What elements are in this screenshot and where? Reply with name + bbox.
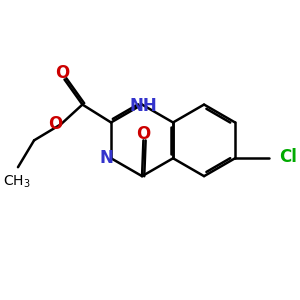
Text: O: O <box>136 125 151 143</box>
Text: NH: NH <box>130 97 157 115</box>
Text: O: O <box>55 64 69 82</box>
Text: Cl: Cl <box>279 148 297 166</box>
Text: CH$_3$: CH$_3$ <box>3 174 30 190</box>
Text: O: O <box>48 115 62 133</box>
Text: N: N <box>99 149 113 167</box>
